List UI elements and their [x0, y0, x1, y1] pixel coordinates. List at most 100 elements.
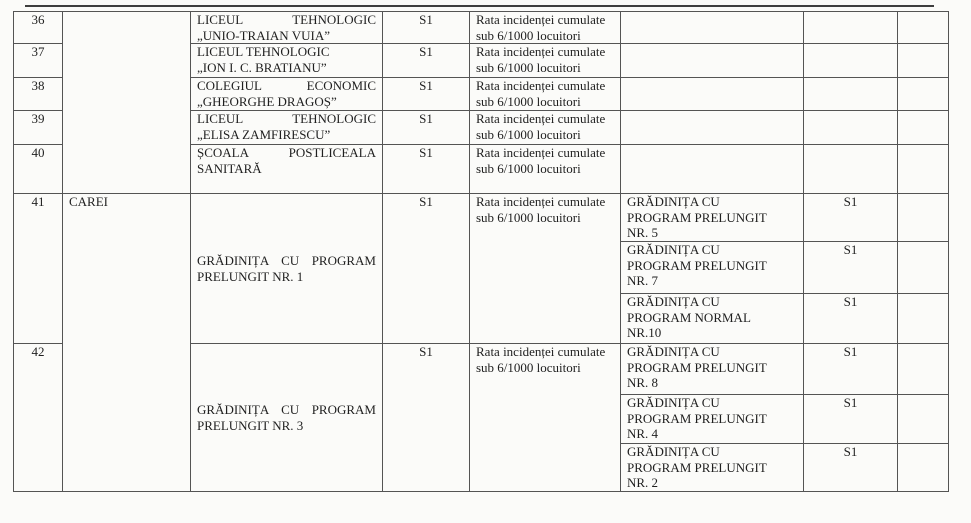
empty-cell [897, 343, 949, 395]
school-name-cell: COLEGIUL ECONOMIC „GHEORGHE DRAGOȘ” [190, 77, 383, 111]
structure-name-line: GRĂDINIȚA CU [627, 242, 720, 258]
row-number-cell: 36 [13, 11, 63, 44]
incidence-criterion-cell: Rata incidenței cumulate sub 6/1000 locui… [469, 193, 621, 344]
structure-scenario-cell: S1 [803, 343, 898, 395]
structure-scenario-cell-empty [803, 43, 898, 78]
row-number-cell: 38 [13, 77, 63, 111]
school-name-line: „ION I. C. BRATIANU” [197, 59, 327, 75]
school-name-line: GRĂDINIȚA CU PROGRAM [197, 402, 376, 417]
structure-name-line: PROGRAM NORMAL [627, 309, 751, 325]
incidence-criterion-cell: Rata incidenței cumulate sub 6/1000 locui… [469, 11, 621, 44]
incidence-criterion-line: Rata incidenței cumulate [476, 111, 606, 127]
structure-name-cell-empty [620, 11, 804, 44]
structure-name-cell: GRĂDINIȚA CU PROGRAM PRELUNGIT NR. 5 [620, 193, 804, 242]
empty-cell [897, 11, 949, 44]
empty-cell [897, 110, 949, 145]
school-name-line: COLEGIUL ECONOMIC [197, 78, 376, 94]
school-name-cell: GRĂDINIȚA CU PROGRAM PRELUNGIT NR. 1 [190, 193, 383, 344]
structure-scenario-cell: S1 [803, 193, 898, 242]
structure-name-cell-empty [620, 43, 804, 78]
scenario-cell: S1 [382, 144, 470, 194]
structure-name-line: NR. 5 [627, 225, 659, 240]
incidence-criterion-line: sub 6/1000 locuitori [476, 27, 581, 43]
structure-scenario-cell-empty [803, 144, 898, 194]
structure-scenario-cell: S1 [803, 241, 898, 294]
structure-name-line: PROGRAM PRELUNGIT [627, 257, 767, 273]
scenario-cell: S1 [382, 343, 470, 492]
school-name-line: LICEUL TEHNOLOGIC [197, 111, 376, 127]
structure-name-line: NR.10 [627, 325, 662, 340]
school-name-line: „UNIO-TRAIAN VUIA” [197, 27, 330, 43]
incidence-criterion-line: sub 6/1000 locuitori [476, 126, 581, 142]
structure-name-line: GRĂDINIȚA CU [627, 194, 720, 210]
incidence-criterion-line: Rata incidenței cumulate [476, 78, 606, 94]
incidence-criterion-cell: Rata incidenței cumulate sub 6/1000 locui… [469, 110, 621, 145]
incidence-criterion-cell: Rata incidenței cumulate sub 6/1000 locui… [469, 77, 621, 111]
empty-cell [897, 394, 949, 444]
school-name-line: PRELUNGIT NR. 1 [197, 268, 304, 284]
structure-name-cell: GRĂDINIȚA CU PROGRAM NORMAL NR.10 [620, 293, 804, 344]
row-number-cell: 40 [13, 144, 63, 194]
empty-cell [897, 77, 949, 111]
scenario-cell: S1 [382, 110, 470, 145]
incidence-criterion-line: Rata incidenței cumulate [476, 145, 606, 161]
school-name-cell: GRĂDINIȚA CU PROGRAM PRELUNGIT NR. 3 [190, 343, 383, 492]
structure-scenario-cell-empty [803, 77, 898, 111]
structure-scenario-cell-empty [803, 110, 898, 145]
incidence-criterion-line: sub 6/1000 locuitori [476, 160, 581, 176]
school-name-line: GRĂDINIȚA CU PROGRAM [197, 253, 376, 268]
school-name-cell: ȘCOALA POSTLICEALA SANITARĂ [190, 144, 383, 194]
school-name-line: „GHEORGHE DRAGOȘ” [197, 93, 337, 109]
incidence-criterion-line: sub 6/1000 locuitori [476, 93, 581, 109]
row-number-cell: 39 [13, 110, 63, 145]
structure-name-cell: GRĂDINIȚA CU PROGRAM PRELUNGIT NR. 8 [620, 343, 804, 395]
structure-name-line: GRĂDINIȚA CU [627, 395, 720, 411]
row-number-cell: 42 [13, 343, 63, 492]
structure-name-line: GRĂDINIȚA CU [627, 294, 720, 310]
structure-name-line: NR. 7 [627, 273, 659, 288]
top-rule [25, 5, 934, 7]
locality-cell-empty [62, 11, 191, 194]
empty-cell [897, 443, 949, 492]
incidence-criterion-line: sub 6/1000 locuitori [476, 359, 581, 375]
school-name-cell: LICEUL TEHNOLOGIC „UNIO-TRAIAN VUIA” [190, 11, 383, 44]
school-name-line: ȘCOALA POSTLICEALA [197, 145, 376, 161]
structure-name-cell-empty [620, 144, 804, 194]
structure-name-cell: GRĂDINIȚA CU PROGRAM PRELUNGIT NR. 4 [620, 394, 804, 444]
empty-cell [897, 241, 949, 294]
incidence-criterion-line: sub 6/1000 locuitori [476, 209, 581, 225]
incidence-criterion-line: sub 6/1000 locuitori [476, 59, 581, 75]
empty-cell [897, 144, 949, 194]
incidence-criterion-cell: Rata incidenței cumulate sub 6/1000 locui… [469, 43, 621, 78]
school-scenarios-table: 36 LICEUL TEHNOLOGIC „UNIO-TRAIAN VUIA” S1 R… [13, 11, 949, 492]
structure-name-line: NR. 2 [627, 475, 659, 490]
structure-name-cell: GRĂDINIȚA CU PROGRAM PRELUNGIT NR. 7 [620, 241, 804, 294]
incidence-criterion-cell: Rata incidenței cumulate sub 6/1000 locui… [469, 144, 621, 194]
school-name-cell: LICEUL TEHNOLOGIC „ELISA ZAMFIRESCU” [190, 110, 383, 145]
empty-cell [897, 193, 949, 242]
structure-name-line: NR. 4 [627, 426, 659, 441]
school-name-line: „ELISA ZAMFIRESCU” [197, 126, 331, 142]
school-name-line: LICEUL TEHNOLOGIC [197, 12, 376, 28]
structure-name-line: PROGRAM PRELUNGIT [627, 209, 767, 225]
row-number-cell: 41 [13, 193, 63, 344]
school-name-line: PRELUNGIT NR. 3 [197, 417, 304, 433]
structure-name-line: GRĂDINIȚA CU [627, 444, 720, 460]
structure-name-cell-empty [620, 110, 804, 145]
structure-name-line: NR. 8 [627, 375, 659, 390]
empty-cell [897, 293, 949, 344]
structure-scenario-cell: S1 [803, 394, 898, 444]
row-number-cell: 37 [13, 43, 63, 78]
locality-cell: CAREI [62, 193, 191, 492]
scenario-cell: S1 [382, 77, 470, 111]
structure-scenario-cell: S1 [803, 443, 898, 492]
structure-name-cell-empty [620, 77, 804, 111]
incidence-criterion-line: Rata incidenței cumulate [476, 344, 606, 360]
incidence-criterion-line: Rata incidenței cumulate [476, 44, 606, 60]
structure-scenario-cell: S1 [803, 293, 898, 344]
scenario-cell: S1 [382, 43, 470, 78]
structure-scenario-cell-empty [803, 11, 898, 44]
incidence-criterion-line: Rata incidenței cumulate [476, 12, 606, 28]
scenario-cell: S1 [382, 193, 470, 344]
school-name-cell: LICEUL TEHNOLOGIC „ION I. C. BRATIANU” [190, 43, 383, 78]
